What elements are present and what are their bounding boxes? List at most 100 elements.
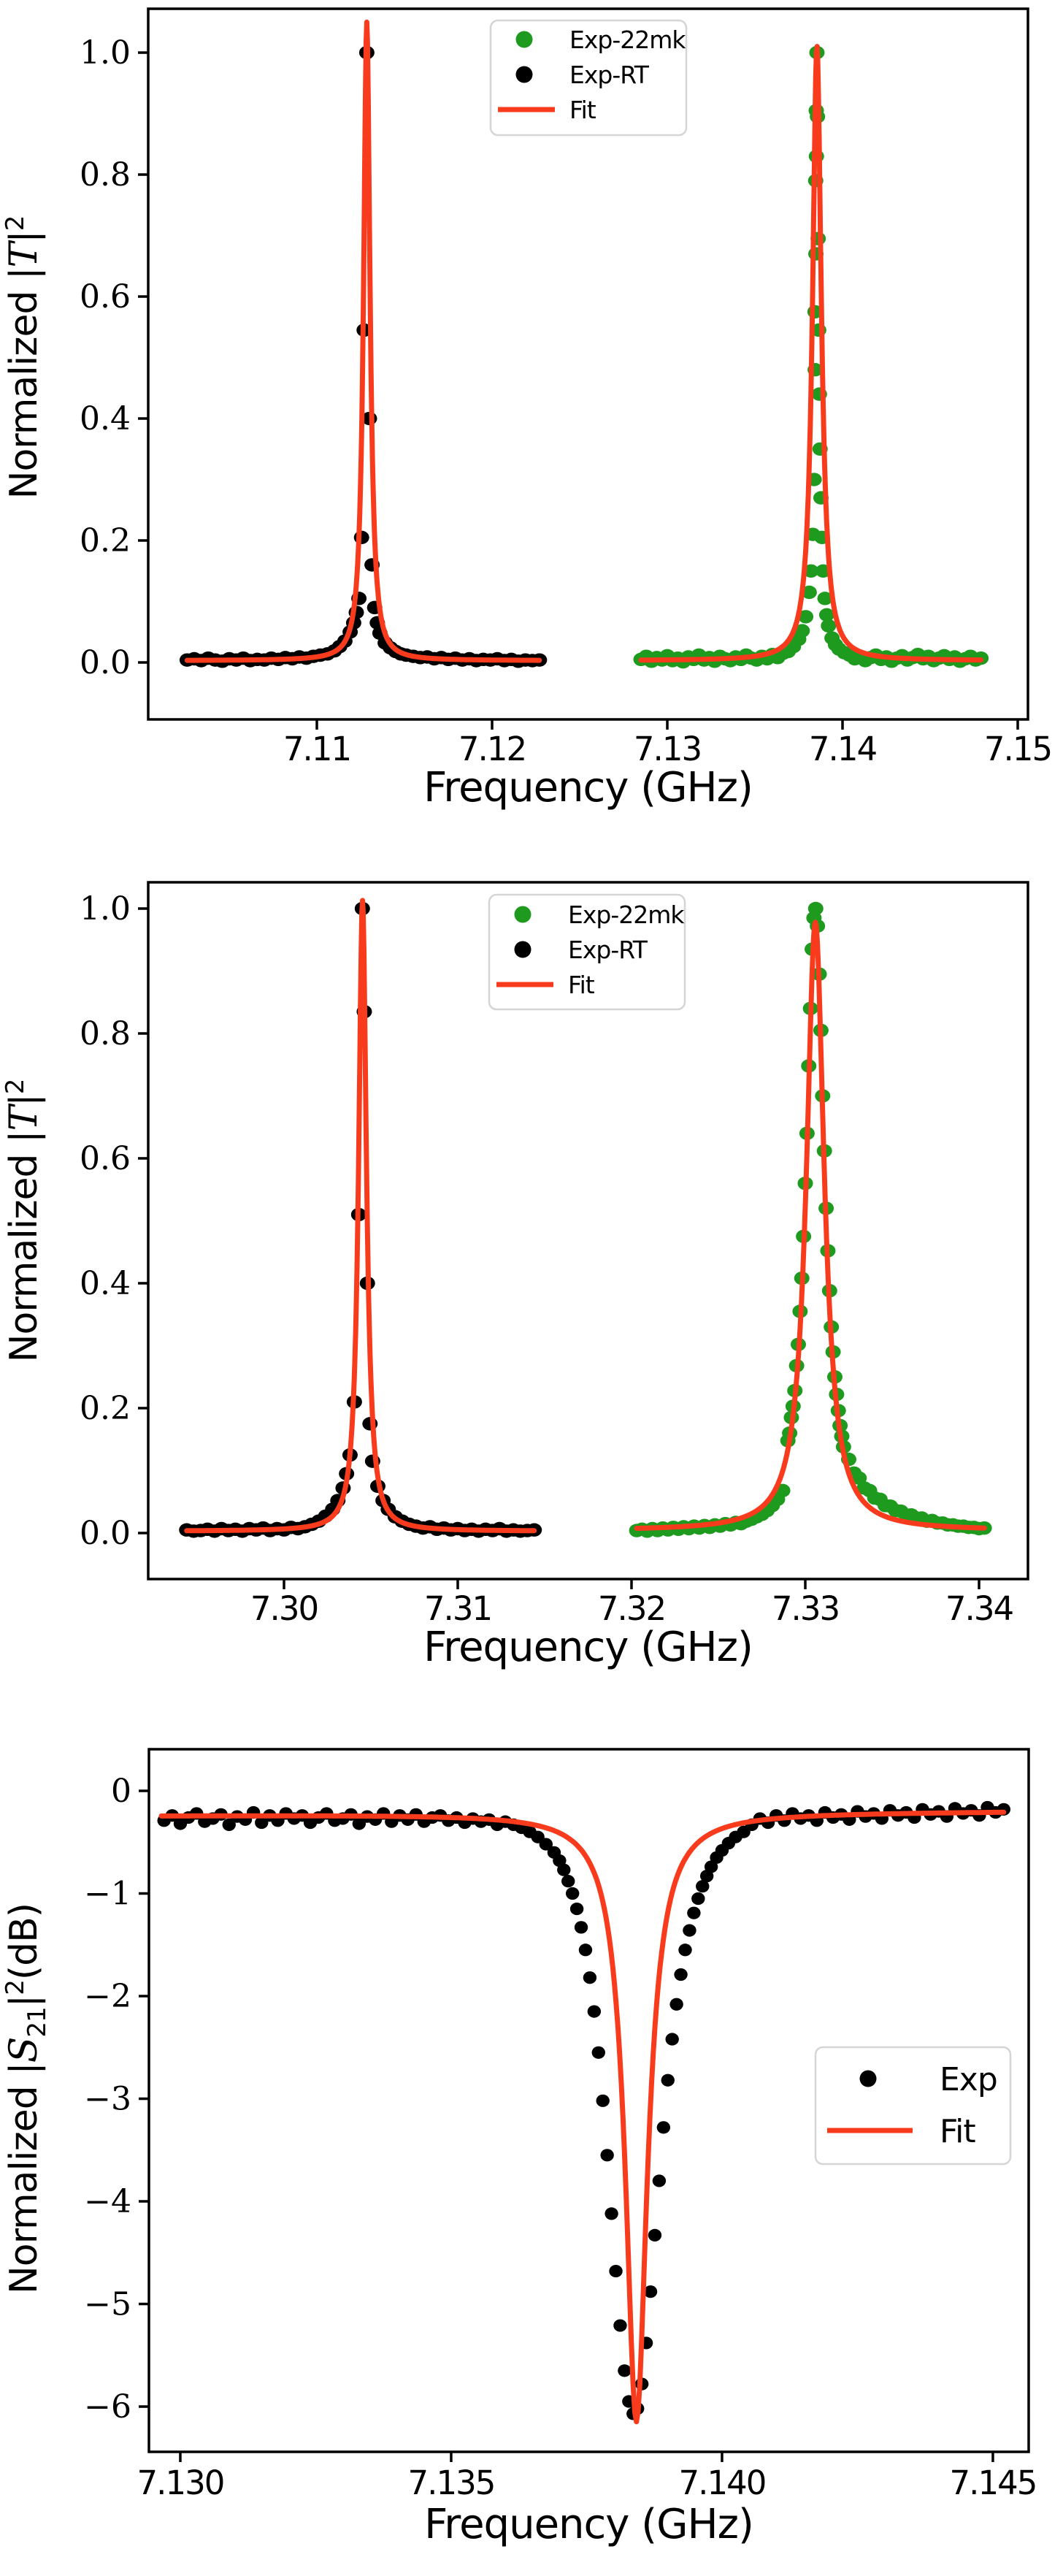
data-point	[565, 1887, 580, 1900]
data-point	[596, 2094, 610, 2107]
legend-label: Exp-RT	[569, 61, 650, 89]
data-point	[652, 2174, 667, 2187]
y-tick-label: 0.8	[80, 156, 131, 194]
y-tick-label: 0	[111, 1773, 131, 1810]
y-tick-label: 0.4	[80, 1265, 131, 1302]
y-axis: 0 −1 −2 −3 −4 −5 −6 Normalized |S21|2(dB)	[1, 1773, 149, 2426]
y-tick-label: 0.4	[80, 400, 131, 437]
x-tick-label: 7.14	[809, 730, 877, 768]
x-tick-label: 7.30	[250, 1589, 318, 1628]
y-axis-label-part: |	[2, 1995, 46, 2008]
legend-label: Exp	[940, 2061, 997, 2098]
data-point	[583, 1971, 597, 1984]
data-point	[818, 608, 834, 622]
data-point	[605, 2207, 618, 2220]
data-point	[683, 1924, 696, 1937]
data-point	[817, 592, 833, 605]
y-axis-label-part: 2	[1, 1079, 30, 1095]
x-tick-label: 7.140	[679, 2464, 766, 2502]
fit-curve	[634, 920, 987, 1531]
legend: Exp-22mk Exp-RT Fit	[488, 893, 686, 1011]
figure-3: 7.130 7.135 7.140 7.145 Frequency (GHz) 0 −1 −2…	[1, 1748, 1037, 2548]
y-axis-label: Normalized |T|2	[1, 216, 46, 500]
y-tick-label: −5	[84, 2286, 131, 2323]
data-point	[618, 2364, 632, 2377]
x-tick-label: 7.145	[950, 2464, 1037, 2502]
legend: Exp Fit	[814, 2046, 1012, 2166]
x-axis: 7.11 7.12 7.13 7.14 7.15 Frequency (GHz)	[283, 719, 1053, 811]
x-tick-label: 7.13	[634, 730, 701, 768]
legend-label: Exp-22mk	[569, 26, 686, 54]
legend-marker-dot	[514, 906, 532, 923]
x-tick-label: 7.31	[424, 1589, 491, 1628]
y-axis: 0.0 0.2 0.4 0.6 0.8 1.0 Normalized |T|2	[1, 34, 148, 681]
x-tick-label: 7.12	[458, 730, 526, 768]
data-point	[557, 1863, 571, 1876]
data-point	[798, 610, 814, 624]
fit-curve	[638, 44, 984, 663]
data-point	[574, 1921, 588, 1934]
legend-label: Fit	[568, 971, 595, 999]
y-axis-label-part: Normalized |	[2, 1131, 46, 1362]
legend-marker-dot	[515, 66, 533, 83]
y-axis-label-part: |	[2, 231, 46, 243]
data-point	[696, 1880, 710, 1893]
y-axis-label-part: |	[2, 1094, 46, 1107]
legend-label: Exp-22mk	[568, 901, 685, 929]
x-tick-label: 7.11	[283, 730, 350, 768]
data-point	[674, 1968, 688, 1981]
data-point	[578, 1944, 593, 1957]
y-tick-label: 0.0	[80, 644, 131, 681]
data-point	[609, 2264, 623, 2278]
y-tick-label: −4	[84, 2183, 131, 2220]
y-tick-label: −3	[84, 2081, 131, 2118]
x-axis: 7.30 7.31 7.32 7.33 7.34 Frequency (GHz)	[250, 1579, 1014, 1671]
data-point	[678, 1944, 692, 1957]
legend-marker-dot	[514, 941, 532, 958]
data-point	[821, 619, 837, 633]
data-point	[569, 1902, 584, 1916]
x-axis-label: Frequency (GHz)	[423, 1624, 753, 1671]
legend-box	[488, 893, 686, 1011]
data-point	[803, 564, 819, 578]
legend-box	[489, 19, 688, 137]
x-tick-label: 7.130	[137, 2464, 224, 2502]
y-axis-label: Normalized |S21|2(dB)	[1, 1903, 52, 2294]
data-point	[648, 2228, 662, 2241]
plot-frame	[147, 1748, 1030, 2453]
data-point	[704, 1860, 718, 1873]
y-axis-label-part: 2	[1, 1980, 30, 1995]
y-axis-label-part: (dB)	[2, 1903, 46, 1980]
y-axis-label-part: 2	[1, 216, 30, 232]
figure-1: 7.11 7.12 7.13 7.14 7.15 Frequency (GHz) 0.0 0.…	[1, 7, 1053, 811]
data-point	[665, 2033, 679, 2046]
data-point	[643, 2285, 658, 2298]
y-tick-label: 0.0	[80, 1515, 131, 1552]
legend-label: Fit	[569, 96, 596, 124]
y-axis-label-part: Normalized |	[2, 2063, 46, 2294]
data-point	[807, 901, 824, 916]
legend-marker-dot	[515, 31, 533, 48]
y-tick-label: 0.6	[80, 1140, 131, 1177]
x-axis: 7.130 7.135 7.140 7.145 Frequency (GHz)	[137, 2452, 1037, 2548]
data-point	[687, 1906, 701, 1919]
x-tick-label: 7.15	[984, 730, 1051, 768]
legend-label: Exp-RT	[568, 936, 648, 964]
y-tick-label: −2	[84, 1978, 131, 2015]
y-axis-label-part: T	[2, 1103, 46, 1131]
x-tick-label: 7.33	[772, 1589, 839, 1628]
y-tick-label: −1	[84, 1876, 131, 1913]
x-axis-label: Frequency (GHz)	[423, 764, 753, 811]
x-tick-label: 7.135	[408, 2464, 495, 2502]
y-axis: 0.0 0.2 0.4 0.6 0.8 1.0 Normalized |T|2	[1, 890, 148, 1552]
y-tick-label: 0.2	[80, 1390, 131, 1427]
data-point	[539, 1838, 553, 1851]
x-axis-label: Frequency (GHz)	[424, 2501, 753, 2548]
fit-curve	[158, 1809, 1007, 2425]
data-point	[794, 624, 810, 638]
data-point	[691, 1892, 705, 1906]
data-point	[851, 1471, 867, 1485]
data-point	[600, 2149, 614, 2162]
